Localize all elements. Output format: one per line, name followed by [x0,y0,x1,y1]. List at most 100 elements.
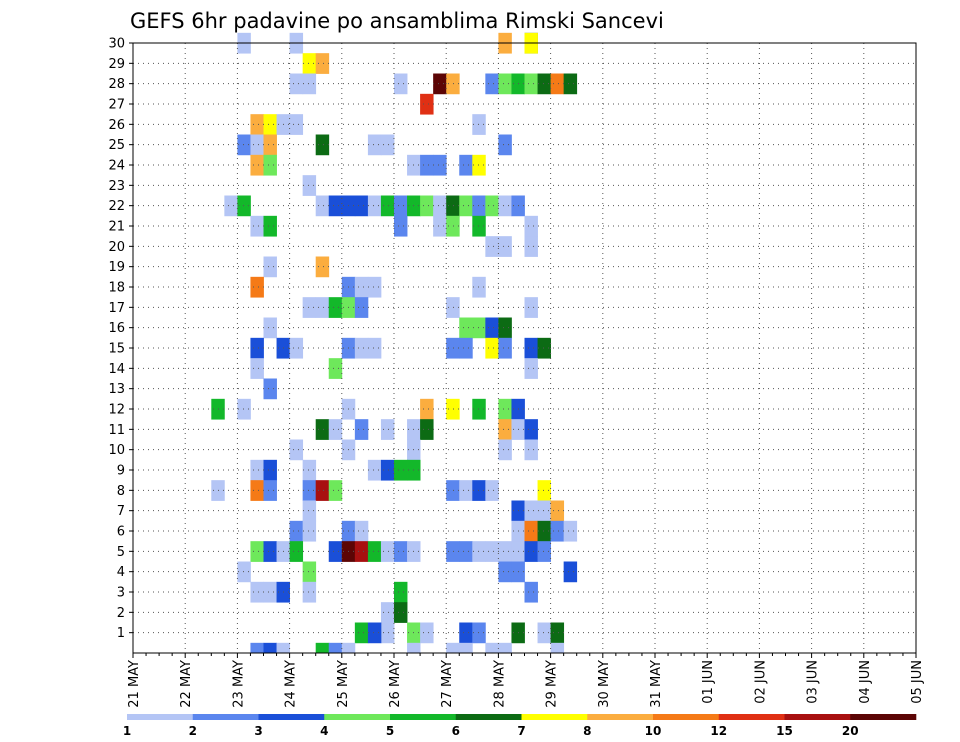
y-tick-label: 9 [117,464,125,479]
heatmap-cell [459,195,473,217]
heatmap-cell [250,581,264,603]
heatmap-cell [459,154,473,176]
legend-swatch [587,714,654,720]
heatmap-cell [354,337,369,359]
heatmap-cell [289,337,304,359]
y-tick-label: 15 [108,342,125,357]
heatmap-cell [524,439,538,461]
legend-swatch [653,714,720,720]
heatmap-cell [354,195,369,217]
heatmap-cell [250,358,264,379]
heatmap-cell [420,195,434,217]
heatmap-cell [459,317,473,339]
heatmap-cell [250,459,264,481]
heatmap-cell [224,195,238,217]
x-tick-label: 25 MAY [336,660,351,708]
heatmap-cell [524,500,538,522]
heatmap-cell [537,73,551,95]
x-tick-label: 21 MAY [127,660,142,708]
y-tick-label: 17 [108,301,125,316]
legend-label: 10 [645,724,662,738]
heatmap-cell [537,622,551,644]
heatmap-cell [563,520,578,542]
heatmap-cell [302,561,317,583]
heatmap-cell [302,480,317,501]
heatmap-cell [302,73,317,95]
heatmap-cell [367,195,382,217]
legend-swatch [324,714,391,720]
heatmap-cell [302,175,317,196]
gridlines [133,42,916,653]
heatmap-cell [315,195,330,217]
y-tick-label: 29 [108,57,125,72]
y-tick-label: 25 [108,138,125,153]
heatmap-cell [498,236,512,257]
heatmap-cell [354,419,369,440]
x-tick-label: 03 JUN [806,660,821,704]
legend-swatch [850,714,917,720]
heatmap-cells [211,32,578,654]
heatmap-cell [328,419,343,440]
heatmap-cell [263,480,277,501]
heatmap-cell [263,134,277,156]
heatmap-cell [446,195,460,217]
heatmap-cell [446,215,460,237]
heatmap-cell [289,73,304,95]
x-tick-label: 01 JUN [701,660,716,704]
heatmap-cell [498,541,512,562]
heatmap-cell [420,622,434,644]
heatmap-cell [354,541,369,562]
y-tick-label: 20 [108,240,125,255]
heatmap-cell [563,73,578,95]
heatmap-cell [341,642,356,654]
heatmap-cell [485,642,499,654]
y-tick-label: 27 [108,98,125,113]
y-tick-label: 16 [108,321,125,336]
heatmap-cell [498,317,512,339]
heatmap-cell [354,276,369,298]
legend-swatch [258,714,325,720]
heatmap-cell [524,581,538,603]
heatmap-cell [380,602,395,623]
heatmap-cell [446,541,460,562]
y-tick-label: 1 [117,626,125,641]
heatmap-cell [328,297,343,318]
legend-label: 20 [842,724,859,738]
y-tick-label: 28 [108,77,125,92]
color-legend: 1 2 3 4 5 6 7 8 10 12 15 20 [123,714,917,738]
heatmap-cell [367,276,382,298]
heatmap-cell [276,642,290,654]
heatmap-cell [459,642,473,654]
heatmap-cell [394,459,408,481]
heatmap-cell [446,642,460,654]
y-tick-label: 19 [108,260,125,275]
heatmap-cell [302,297,317,318]
legend-label: 15 [776,724,793,738]
heatmap-cell [420,93,434,115]
heatmap-cell [263,541,277,562]
heatmap-cell [237,398,251,420]
heatmap-cell [459,622,473,644]
heatmap-cell [367,622,382,644]
heatmap-cell [367,337,382,359]
heatmap-cell [498,398,512,420]
heatmap-cell [394,215,408,237]
y-tick-label: 8 [117,484,125,499]
heatmap-cell [498,419,512,440]
heatmap-cell [472,480,486,501]
heatmap-cell [524,236,538,257]
legend-label: 3 [254,724,262,738]
chart-title: GEFS 6hr padavine po ansamblima Rimski S… [130,9,664,33]
legend-label: 12 [710,724,727,738]
heatmap-cell [315,480,330,501]
heatmap-cell [263,581,277,603]
heatmap-cell [380,541,395,562]
x-axis: 21 MAY 22 MAY 23 MAY 24 MAY 25 MAY 26 MAY 27 M… [127,653,925,708]
heatmap-cell [537,480,551,501]
heatmap-cell [472,195,486,217]
heatmap-cell [394,73,408,95]
heatmap-cell [263,378,277,400]
heatmap-cell [328,480,343,501]
heatmap-cell [524,337,538,359]
x-tick-label: 26 MAY [388,660,403,708]
